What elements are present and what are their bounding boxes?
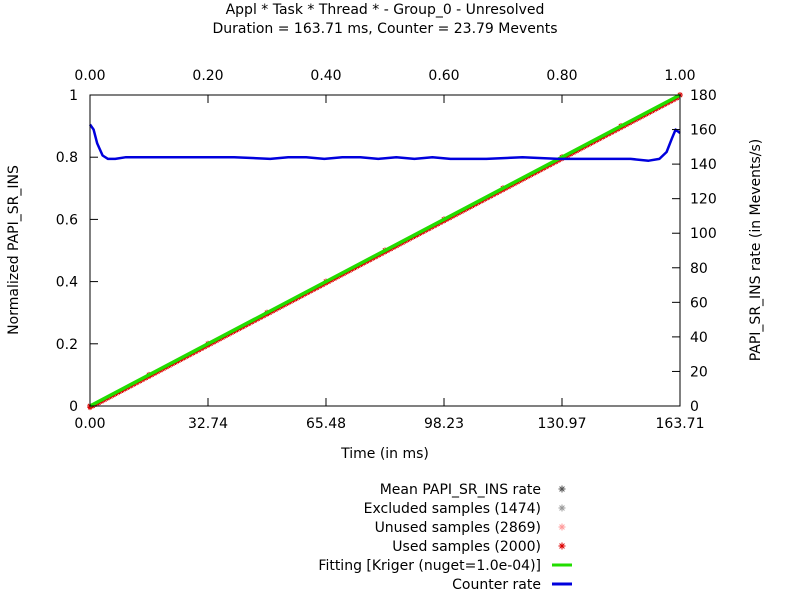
y-right-tick-label: 20 xyxy=(690,364,708,380)
y-right-tick-label: 100 xyxy=(690,226,717,242)
legend-label: Excluded samples (1474) xyxy=(364,501,541,517)
chart-subtitle: Duration = 163.71 ms, Counter = 23.79 Me… xyxy=(212,21,557,37)
y-left-tick-label: 0.4 xyxy=(56,275,78,291)
x-tick-label: 98.23 xyxy=(424,416,464,432)
x2-tick-label: 1.00 xyxy=(664,68,695,84)
y-right-tick-label: 80 xyxy=(690,261,708,277)
x2-tick-label: 0.60 xyxy=(428,68,459,84)
y-axis-right-label: PAPI_SR_INS rate (in Mevents/s) xyxy=(748,139,764,362)
y-right-tick-label: 0 xyxy=(690,399,699,415)
y-left-tick-label: 0.2 xyxy=(56,337,78,353)
legend-item: Excluded samples (1474) xyxy=(364,501,566,517)
y-left-tick-label: 1 xyxy=(69,88,78,104)
axis-ticks: 0.00 32.74 65.48 98.23 130.97 163.710.00 0.20 0… xyxy=(56,68,717,432)
y-axis-left-label: Normalized PAPI_SR_INS xyxy=(6,165,22,335)
y-right-tick-label: 140 xyxy=(690,157,717,173)
y-right-tick-label: 180 xyxy=(690,88,717,104)
y-left-tick-label: 0.8 xyxy=(56,150,78,166)
legend-label: Counter rate xyxy=(452,577,541,593)
legend-item: Mean PAPI_SR_INS rate xyxy=(380,482,566,498)
y-right-tick-label: 160 xyxy=(690,123,717,139)
x2-tick-label: 0.00 xyxy=(74,68,105,84)
y-left-tick-label: 0 xyxy=(69,399,78,415)
legend-marker-star xyxy=(558,504,566,512)
fitting-line xyxy=(89,93,681,408)
legend-label: Used samples (2000) xyxy=(392,539,541,555)
series-layer xyxy=(87,92,683,411)
legend-marker-star xyxy=(558,485,566,493)
y-right-tick-label: 120 xyxy=(690,192,717,208)
legend-marker-star xyxy=(558,523,566,531)
legend-label: Fitting [Kriger (nuget=1.0e-04)] xyxy=(318,558,541,574)
x2-tick-label: 0.80 xyxy=(546,68,577,84)
x-tick-label: 32.74 xyxy=(188,416,228,432)
x2-tick-label: 0.20 xyxy=(192,68,223,84)
x-tick-label: 163.71 xyxy=(656,416,705,432)
plot-frame xyxy=(89,94,681,407)
y-right-tick-label: 60 xyxy=(690,295,708,311)
x-tick-label: 65.48 xyxy=(306,416,346,432)
x2-tick-label: 0.40 xyxy=(310,68,341,84)
legend-item: Fitting [Kriger (nuget=1.0e-04)] xyxy=(318,558,572,574)
legend-item: Unused samples (2869) xyxy=(375,520,566,536)
legend-label: Unused samples (2869) xyxy=(375,520,541,536)
legend-label: Mean PAPI_SR_INS rate xyxy=(380,482,541,498)
x-tick-label: 0.00 xyxy=(74,416,105,432)
x-tick-label: 130.97 xyxy=(538,416,587,432)
y-left-tick-label: 0.6 xyxy=(56,212,78,228)
y-right-tick-label: 40 xyxy=(690,330,708,346)
legend: Mean PAPI_SR_INS rate Excluded samples (1… xyxy=(318,482,572,593)
legend-item: Counter rate xyxy=(452,577,572,593)
counter-rate-line xyxy=(88,123,681,162)
legend-marker-star xyxy=(558,542,566,550)
chart-title: Appl * Task * Thread * - Group_0 - Unres… xyxy=(226,2,545,18)
legend-item: Used samples (2000) xyxy=(392,539,566,555)
x-axis-label: Time (in ms) xyxy=(340,446,429,462)
